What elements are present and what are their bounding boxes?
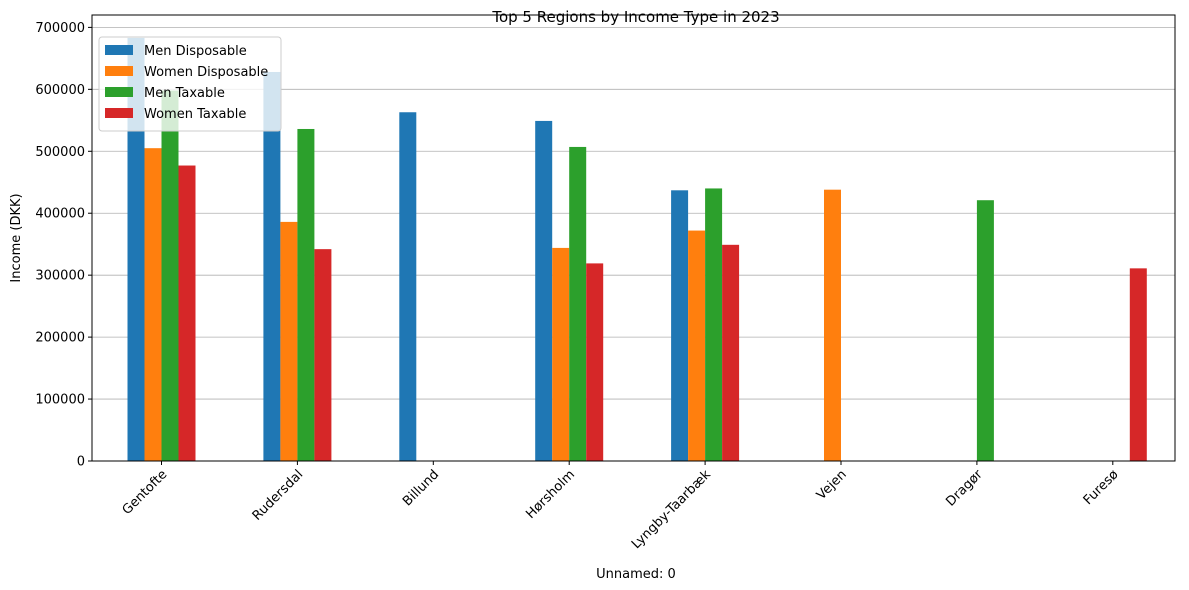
bar-women-taxable [722, 244, 740, 461]
y-tick-label: 700000 [35, 21, 85, 36]
x-axis: Gentofte Rudersdal Billund Hørsholm Lyngby-T… [120, 461, 1122, 552]
bar-men-taxable [569, 146, 587, 462]
x-tick-label: Hørsholm [523, 467, 578, 522]
legend: Men Disposable Women Disposable Men Taxabl… [98, 36, 282, 132]
bar-women-disposable [688, 230, 706, 461]
y-tick-label: 100000 [35, 393, 85, 408]
bar-men-taxable [297, 128, 315, 461]
y-tick-label: 0 [77, 455, 85, 470]
x-axis-label: Unnamed: 0 [596, 567, 676, 582]
bar-women-taxable [178, 165, 196, 461]
y-tick-label: 300000 [35, 269, 85, 284]
y-axis: 0 100000 200000 300000 400000 500000 600000 700… [35, 21, 92, 470]
x-tick-label: Gentofte [120, 467, 171, 518]
bar-men-taxable [976, 200, 994, 462]
legend-label: Women Taxable [144, 107, 246, 122]
plot-frame [91, 14, 1176, 462]
x-tick-label: Furesø [1081, 467, 1122, 508]
bars [127, 37, 1147, 462]
bar-women-disposable [144, 148, 162, 462]
legend-label: Men Disposable [144, 44, 247, 59]
bar-men-taxable [705, 188, 723, 461]
legend-swatch [105, 66, 133, 76]
x-tick-label: Lyngby-Taarbæk [629, 467, 714, 552]
legend-swatch [105, 87, 133, 97]
bar-men-disposable [399, 112, 417, 461]
y-tick-label: 200000 [35, 331, 85, 346]
y-tick-label: 400000 [35, 207, 85, 222]
bar-women-disposable [552, 247, 570, 461]
legend-swatch [105, 108, 133, 118]
legend-swatch [105, 45, 133, 55]
x-tick-label: Vejen [814, 467, 850, 503]
legend-label: Men Taxable [144, 86, 225, 101]
bar-men-disposable [127, 37, 145, 462]
y-tick-label: 500000 [35, 145, 85, 160]
bar-women-disposable [824, 189, 841, 461]
bar-men-disposable [535, 120, 553, 462]
legend-box [98, 36, 282, 132]
y-tick-label: 600000 [35, 83, 85, 98]
bar-men-disposable [263, 71, 281, 461]
x-tick-label: Dragør [943, 467, 986, 510]
x-tick-label: Billund [400, 467, 442, 509]
bar-women-taxable [1129, 268, 1147, 461]
y-axis-label: Income (DKK) [9, 193, 24, 282]
bar-women-taxable [586, 263, 604, 461]
bar-women-taxable [314, 249, 332, 461]
bar-women-disposable [280, 221, 298, 461]
bar-men-disposable [671, 190, 689, 461]
x-tick-label: Rudersdal [250, 467, 306, 523]
chart-title: Top 5 Regions by Income Type in 2023 [491, 8, 779, 26]
legend-label: Women Disposable [144, 65, 268, 80]
bar-men-taxable [161, 90, 179, 462]
